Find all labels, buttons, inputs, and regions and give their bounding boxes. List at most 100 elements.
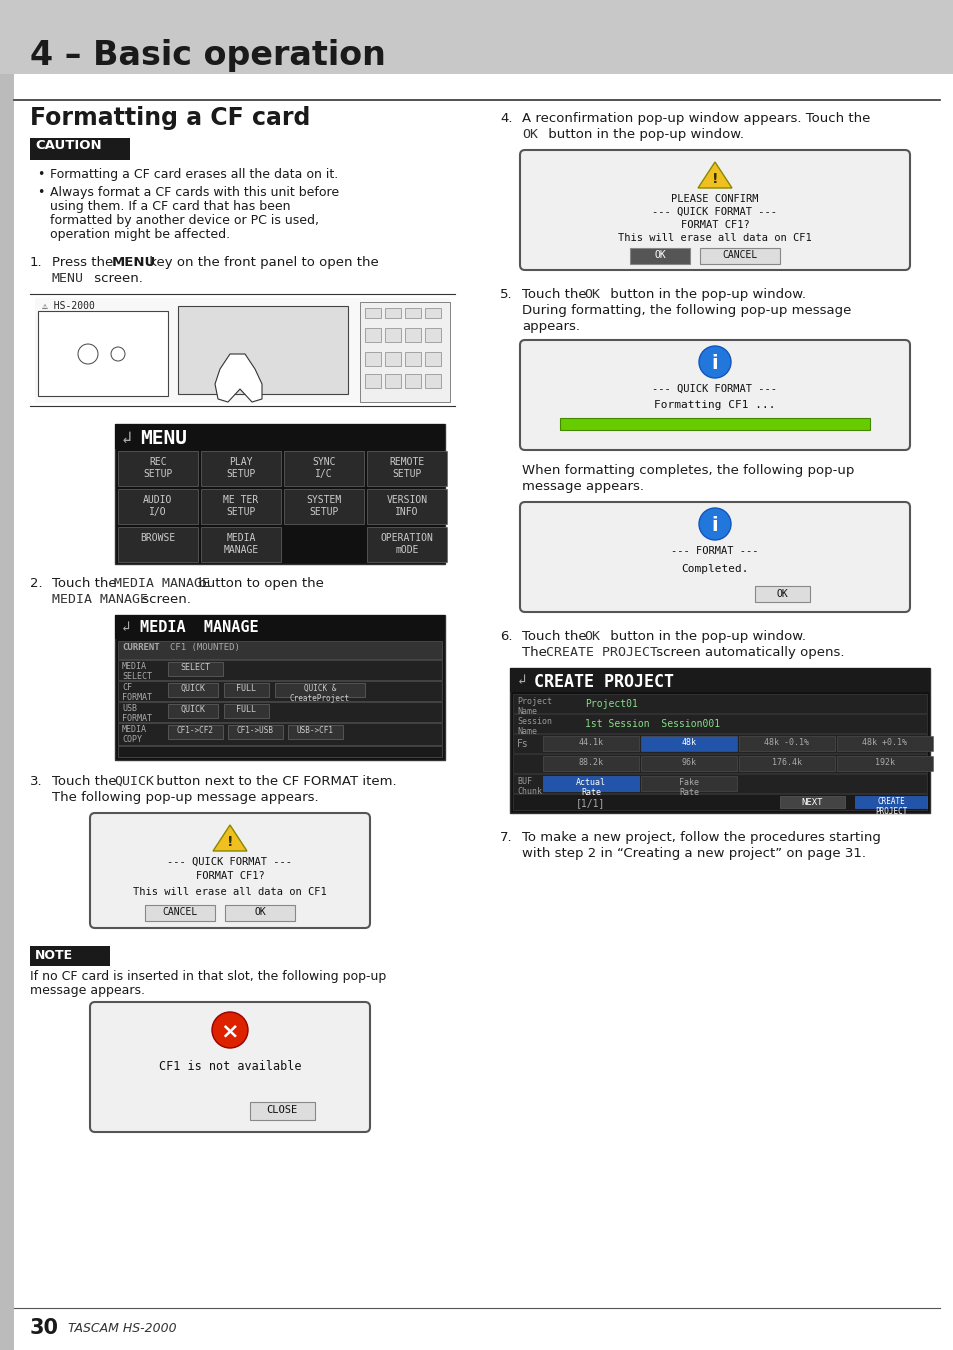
Text: Formatting CF1 ...: Formatting CF1 ... <box>654 400 775 410</box>
Text: NOTE: NOTE <box>35 949 73 963</box>
Text: NEXT: NEXT <box>801 798 821 807</box>
Bar <box>284 489 364 524</box>
Text: button next to the CF FORMAT item.: button next to the CF FORMAT item. <box>152 775 396 788</box>
Text: ×: × <box>220 1021 239 1041</box>
Bar <box>115 424 444 564</box>
Bar <box>35 298 450 404</box>
Bar <box>780 796 844 809</box>
Text: CF1 is not available: CF1 is not available <box>158 1060 301 1073</box>
Text: OK: OK <box>521 128 537 140</box>
Text: --- QUICK FORMAT ---: --- QUICK FORMAT --- <box>652 383 777 394</box>
Text: SETUP: SETUP <box>226 468 255 479</box>
Bar <box>640 776 737 791</box>
Text: OK: OK <box>776 589 787 599</box>
Text: 44.1k: 44.1k <box>578 738 603 747</box>
Bar <box>118 747 441 757</box>
Bar <box>700 248 780 265</box>
Bar <box>250 1102 314 1120</box>
Text: Touch the: Touch the <box>52 775 121 788</box>
Text: A reconfirmation pop-up window appears. Touch the: A reconfirmation pop-up window appears. … <box>521 112 869 126</box>
Text: 7.: 7. <box>499 832 512 844</box>
Bar <box>168 683 218 697</box>
Bar <box>854 796 926 809</box>
Text: using them. If a CF card that has been: using them. If a CF card that has been <box>50 200 291 213</box>
Text: OK: OK <box>654 250 665 261</box>
Bar <box>513 774 926 792</box>
Text: Touch the: Touch the <box>521 288 590 301</box>
Text: OK: OK <box>253 907 266 917</box>
Text: CAUTION: CAUTION <box>35 139 102 153</box>
Text: 4.: 4. <box>499 112 512 126</box>
Text: This will erase all data on CF1: This will erase all data on CF1 <box>133 887 327 896</box>
Text: 1.: 1. <box>30 256 43 269</box>
Bar <box>385 328 400 342</box>
Bar <box>405 308 420 319</box>
Bar <box>424 308 440 319</box>
Text: SETUP: SETUP <box>309 508 338 517</box>
Bar <box>513 755 926 774</box>
Bar <box>0 0 953 74</box>
Bar <box>424 328 440 342</box>
Text: button in the pop-up window.: button in the pop-up window. <box>605 630 805 643</box>
Text: CREATE
PROJECT: CREATE PROJECT <box>874 796 906 817</box>
Text: 96k: 96k <box>680 757 696 767</box>
Text: PLAY: PLAY <box>229 458 253 467</box>
Text: message appears.: message appears. <box>30 984 145 998</box>
Text: 4 – Basic operation: 4 – Basic operation <box>30 39 385 72</box>
Bar <box>168 662 223 676</box>
Text: USB
FORMAT: USB FORMAT <box>122 703 152 724</box>
Text: When formatting completes, the following pop-up: When formatting completes, the following… <box>521 464 854 477</box>
Text: REMOTE: REMOTE <box>389 458 424 467</box>
Bar <box>836 756 932 771</box>
Text: Fs: Fs <box>517 738 528 749</box>
Text: QUICK: QUICK <box>180 684 205 693</box>
Text: 3.: 3. <box>30 775 43 788</box>
Circle shape <box>699 346 730 378</box>
Text: FORMAT CF1?: FORMAT CF1? <box>195 871 264 882</box>
Bar <box>168 703 218 718</box>
Text: Touch the: Touch the <box>52 576 121 590</box>
Text: •: • <box>37 186 45 198</box>
Bar <box>385 308 400 319</box>
Bar <box>115 424 444 450</box>
Text: 176.4k: 176.4k <box>771 757 801 767</box>
Text: To make a new project, follow the procedures starting: To make a new project, follow the proced… <box>521 832 880 844</box>
Bar <box>629 248 689 265</box>
Text: 48k: 48k <box>680 738 696 747</box>
Text: screen.: screen. <box>90 271 143 285</box>
Bar <box>225 904 294 921</box>
Text: CF1->USB: CF1->USB <box>236 726 274 734</box>
Text: CREATE PROJECT: CREATE PROJECT <box>534 674 673 691</box>
Bar <box>405 328 420 342</box>
Text: CF1->CF2: CF1->CF2 <box>176 726 213 734</box>
Text: 192k: 192k <box>874 757 894 767</box>
Text: formatted by another device or PC is used,: formatted by another device or PC is use… <box>50 215 318 227</box>
Text: screen.: screen. <box>138 593 191 606</box>
Bar <box>365 328 380 342</box>
Text: SETUP: SETUP <box>392 468 421 479</box>
Text: [1/1]: [1/1] <box>575 798 604 809</box>
Bar <box>118 660 441 680</box>
Bar <box>224 703 269 718</box>
Text: QUICK: QUICK <box>113 775 153 788</box>
Text: i: i <box>711 354 718 373</box>
FancyBboxPatch shape <box>90 1002 370 1133</box>
Text: OPERATION: OPERATION <box>380 533 433 543</box>
Bar <box>513 714 926 733</box>
Text: The: The <box>521 647 551 659</box>
Text: 88.2k: 88.2k <box>578 757 603 767</box>
Bar <box>542 756 639 771</box>
Text: 2.: 2. <box>30 576 43 590</box>
Text: TASCAM HS-2000: TASCAM HS-2000 <box>68 1322 176 1335</box>
Text: SETUP: SETUP <box>226 508 255 517</box>
Text: ME TER: ME TER <box>223 495 258 505</box>
Bar <box>367 489 447 524</box>
Text: Press the: Press the <box>52 256 117 269</box>
Bar <box>640 756 737 771</box>
Circle shape <box>212 1012 248 1048</box>
Bar <box>513 694 926 713</box>
Text: ↲: ↲ <box>122 620 131 634</box>
Bar <box>542 736 639 751</box>
Text: PLEASE CONFIRM: PLEASE CONFIRM <box>671 194 758 204</box>
Text: MANAGE: MANAGE <box>223 545 258 555</box>
